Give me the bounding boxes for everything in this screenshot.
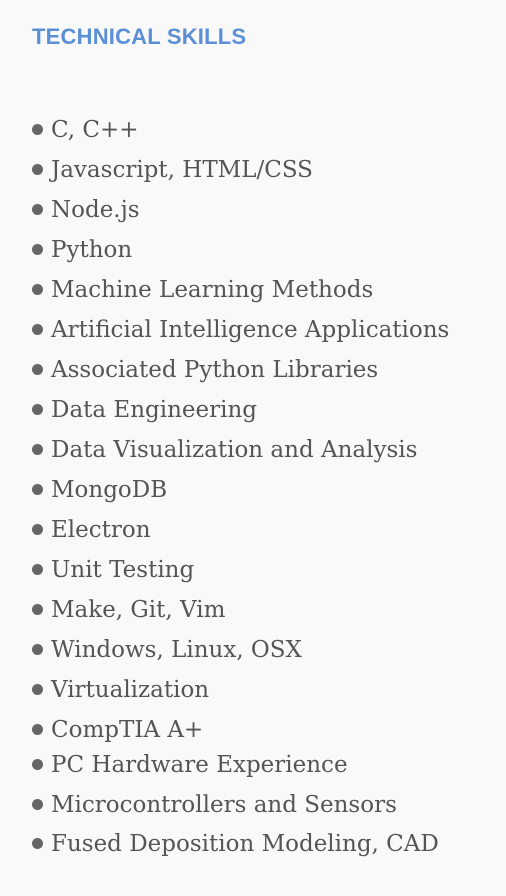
skill-item: Associated Python Libraries bbox=[32, 355, 378, 385]
skill-item: Node.js bbox=[32, 195, 140, 225]
skill-label: Associated Python Libraries bbox=[51, 357, 379, 383]
skill-item: Artificial Intelligence Applications bbox=[32, 315, 449, 345]
skill-item: Unit Testing bbox=[32, 555, 194, 585]
skill-label: Data Visualization and Analysis bbox=[51, 437, 418, 463]
bullet-dot-icon bbox=[32, 837, 43, 849]
bullet-dot-icon bbox=[32, 483, 43, 495]
skill-label: Javascript, HTML/CSS bbox=[51, 157, 313, 183]
section-heading: TECHNICAL SKILLS bbox=[32, 24, 247, 49]
skill-item: Machine Learning Methods bbox=[32, 275, 373, 305]
skill-item: Python bbox=[32, 235, 132, 265]
skill-label: Artificial Intelligence Applications bbox=[51, 317, 450, 343]
bullet-dot-icon bbox=[32, 443, 43, 455]
skill-label: Make, Git, Vim bbox=[51, 597, 226, 623]
skill-item: Fused Deposition Modeling, CAD bbox=[32, 829, 439, 859]
skill-item: PC Hardware Experience bbox=[32, 750, 348, 780]
skill-item: Electron bbox=[32, 515, 151, 545]
bullet-dot-icon bbox=[32, 798, 43, 810]
skill-label: Virtualization bbox=[51, 677, 210, 703]
skill-item: MongoDB bbox=[32, 475, 167, 505]
bullet-dot-icon bbox=[32, 403, 43, 415]
skill-label: MongoDB bbox=[51, 477, 168, 503]
skill-item: CompTIA A+ bbox=[32, 715, 203, 745]
skill-label: Machine Learning Methods bbox=[51, 277, 374, 303]
bullet-dot-icon bbox=[32, 323, 43, 335]
skill-label: Python bbox=[51, 237, 133, 263]
bullet-dot-icon bbox=[32, 163, 43, 175]
skill-item: Javascript, HTML/CSS bbox=[32, 155, 313, 185]
skill-label: Fused Deposition Modeling, CAD bbox=[51, 831, 439, 857]
bullet-dot-icon bbox=[32, 563, 43, 575]
skill-item: Data Visualization and Analysis bbox=[32, 435, 417, 465]
skill-item: Virtualization bbox=[32, 675, 209, 705]
bullet-dot-icon bbox=[32, 723, 43, 735]
skill-label: Data Engineering bbox=[51, 397, 258, 423]
bullet-dot-icon bbox=[32, 643, 43, 655]
skill-item: Windows, Linux, OSX bbox=[32, 635, 302, 665]
skill-label: C, C++ bbox=[51, 117, 139, 143]
bullet-dot-icon bbox=[32, 683, 43, 695]
skill-label: CompTIA A+ bbox=[51, 717, 204, 743]
skill-item: Microcontrollers and Sensors bbox=[32, 790, 397, 820]
bullet-dot-icon bbox=[32, 123, 43, 135]
skill-label: PC Hardware Experience bbox=[51, 752, 348, 778]
bullet-dot-icon bbox=[32, 603, 43, 615]
bullet-dot-icon bbox=[32, 203, 43, 215]
skill-label: Windows, Linux, OSX bbox=[51, 637, 302, 663]
skill-label: Microcontrollers and Sensors bbox=[51, 792, 397, 818]
skill-item: C, C++ bbox=[32, 115, 139, 145]
bullet-dot-icon bbox=[32, 243, 43, 255]
bullet-dot-icon bbox=[32, 523, 43, 535]
skill-label: Electron bbox=[51, 517, 151, 543]
skill-label: Unit Testing bbox=[51, 557, 195, 583]
skill-item: Make, Git, Vim bbox=[32, 595, 225, 625]
bullet-dot-icon bbox=[32, 758, 43, 770]
skill-label: Node.js bbox=[51, 197, 140, 223]
bullet-dot-icon bbox=[32, 363, 43, 375]
skill-item: Data Engineering bbox=[32, 395, 257, 425]
bullet-dot-icon bbox=[32, 283, 43, 295]
